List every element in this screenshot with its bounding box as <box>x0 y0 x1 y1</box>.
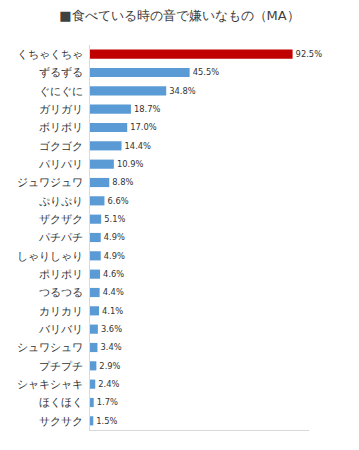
svg-text:3.4%: 3.4% <box>100 342 121 352</box>
svg-text:シュワシュワ: シュワシュワ <box>17 341 83 354</box>
svg-text:2.9%: 2.9% <box>99 361 120 371</box>
svg-text:プチプチ: プチプチ <box>39 360 83 373</box>
svg-text:ぷりぷり: ぷりぷり <box>39 195 83 208</box>
svg-text:34.8%: 34.8% <box>169 86 196 96</box>
svg-text:4.9%: 4.9% <box>104 232 125 242</box>
svg-text:ずるずる: ずるずる <box>39 66 83 79</box>
svg-text:4.9%: 4.9% <box>104 251 125 261</box>
svg-text:しゃりしゃり: しゃりしゃり <box>17 250 83 263</box>
svg-text:2.4%: 2.4% <box>98 379 119 389</box>
svg-text:バリバリ: バリバリ <box>38 323 83 336</box>
svg-text:ポリポリ: ポリポリ <box>39 268 83 281</box>
svg-text:ジュワジュワ: ジュワジュワ <box>17 176 83 189</box>
svg-text:45.5%: 45.5% <box>193 67 220 77</box>
svg-text:パリパリ: パリパリ <box>38 158 83 171</box>
svg-text:6.6%: 6.6% <box>107 196 128 206</box>
svg-text:1.5%: 1.5% <box>96 416 117 426</box>
svg-text:サクサク: サクサク <box>39 415 83 428</box>
svg-text:14.4%: 14.4% <box>125 141 152 151</box>
svg-text:5.1%: 5.1% <box>104 214 125 224</box>
svg-text:10.9%: 10.9% <box>117 159 144 169</box>
svg-text:8.8%: 8.8% <box>112 177 133 187</box>
svg-text:つるつる: つるつる <box>39 286 83 299</box>
svg-text:ぐにぐに: ぐにぐに <box>39 85 83 98</box>
svg-text:4.1%: 4.1% <box>102 306 123 316</box>
svg-text:パチパチ: パチパチ <box>38 231 83 244</box>
svg-text:ボリボリ: ボリボリ <box>39 121 83 134</box>
svg-text:4.6%: 4.6% <box>103 269 124 279</box>
svg-text:シャキシャキ: シャキシャキ <box>17 378 83 391</box>
svg-text:3.6%: 3.6% <box>101 324 122 334</box>
svg-text:ゴクゴク: ゴクゴク <box>39 140 83 153</box>
svg-text:92.5%: 92.5% <box>296 49 323 59</box>
svg-text:17.0%: 17.0% <box>130 122 157 132</box>
svg-text:ザクザク: ザクザク <box>39 213 83 226</box>
svg-text:カリカリ: カリカリ <box>39 305 83 318</box>
svg-text:1.7%: 1.7% <box>97 397 118 407</box>
svg-text:くちゃくちゃ: くちゃくちゃ <box>17 48 83 61</box>
svg-text:ほくほく: ほくほく <box>39 396 83 409</box>
svg-text:4.4%: 4.4% <box>103 287 124 297</box>
svg-text:ガリガリ: ガリガリ <box>39 103 83 116</box>
svg-text:■食べている時の音で嫌いなもの（MA）: ■食べている時の音で嫌いなもの（MA） <box>59 8 299 23</box>
svg-text:18.7%: 18.7% <box>134 104 161 114</box>
